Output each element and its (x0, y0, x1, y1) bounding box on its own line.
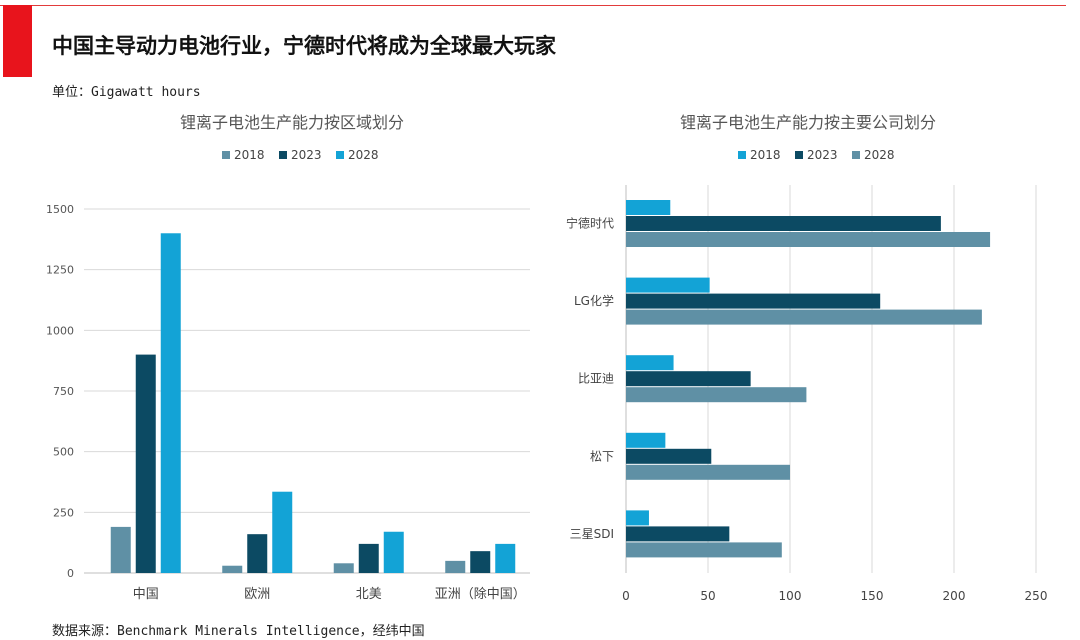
y-tick-label: 比亚迪 (578, 372, 614, 386)
x-tick-label: 150 (861, 589, 884, 603)
x-tick-label: 0 (622, 589, 630, 603)
bar (626, 200, 671, 215)
bar (383, 531, 404, 573)
legend-label: 2028 (864, 148, 895, 162)
legend-label: 2018 (234, 148, 265, 162)
bar (626, 387, 807, 403)
bar (333, 563, 354, 573)
bar (626, 277, 710, 293)
y-tick-label: 1500 (46, 203, 74, 216)
x-tick-label: 欧洲 (244, 587, 270, 602)
legend-swatch (852, 151, 860, 159)
bar (626, 448, 712, 464)
bar (626, 309, 982, 325)
bar (222, 565, 243, 573)
bar (247, 534, 268, 573)
red-accent-bar (3, 5, 32, 77)
y-tick-label: 750 (53, 385, 74, 398)
legend-swatch (738, 151, 746, 159)
y-tick-label: 1000 (46, 324, 74, 337)
x-tick-label: 100 (779, 589, 802, 603)
x-tick-label: 中国 (133, 587, 159, 602)
bar (110, 526, 131, 573)
bar (495, 543, 516, 573)
y-tick-label: 三星SDI (570, 527, 614, 541)
legend-swatch (279, 151, 287, 159)
legend-label: 2023 (807, 148, 838, 162)
x-tick-label: 50 (700, 589, 715, 603)
bar (358, 543, 379, 573)
y-tick-label: 1250 (46, 264, 74, 277)
chart-title: 锂离子电池生产能力按区域划分 (180, 113, 404, 132)
legend-label: 2023 (291, 148, 322, 162)
region-chart: 锂离子电池生产能力按区域划分 2018 2023 2028 0 250 500 750 1000… (46, 113, 530, 602)
bar (626, 542, 782, 558)
x-tick-label: 北美 (356, 587, 382, 602)
bar (626, 232, 991, 247)
page-title: 中国主导动力电池行业，宁德时代将成为全球最大玩家 (52, 34, 556, 58)
bar (626, 371, 751, 387)
unit-label: 单位：Gigawatt hours (52, 85, 201, 100)
bar (626, 464, 790, 480)
y-tick-label: 松下 (590, 449, 614, 463)
legend-label: 2028 (348, 148, 379, 162)
bar (160, 233, 181, 573)
top-rule (0, 5, 1066, 6)
source-label: 数据来源：Benchmark Minerals Intelligence，经纬中… (52, 624, 425, 639)
x-tick-label: 亚洲（除中国） (435, 587, 526, 602)
bar (445, 560, 466, 573)
y-tick-label: 250 (53, 506, 74, 519)
bar (626, 510, 649, 526)
x-tick-label: 200 (943, 589, 966, 603)
bar (626, 432, 666, 448)
bar (626, 355, 674, 371)
bar (135, 354, 156, 573)
company-chart: 锂离子电池生产能力按主要公司划分 2018 2023 2028 0 50 100 150 200… (566, 113, 1047, 603)
y-tick-label: 0 (67, 567, 74, 580)
legend-swatch (222, 151, 230, 159)
y-tick-label: 500 (53, 446, 74, 459)
legend-swatch (795, 151, 803, 159)
chart-title: 锂离子电池生产能力按主要公司划分 (680, 113, 936, 132)
bar (272, 491, 293, 573)
bar (626, 293, 881, 309)
bar (626, 216, 941, 231)
y-tick-label: 宁德时代 (566, 216, 614, 231)
y-tick-label: LG化学 (574, 293, 614, 308)
legend-label: 2018 (750, 148, 781, 162)
legend-swatch (336, 151, 344, 159)
x-tick-label: 250 (1025, 589, 1048, 603)
bar (470, 551, 491, 573)
bar (626, 526, 730, 542)
